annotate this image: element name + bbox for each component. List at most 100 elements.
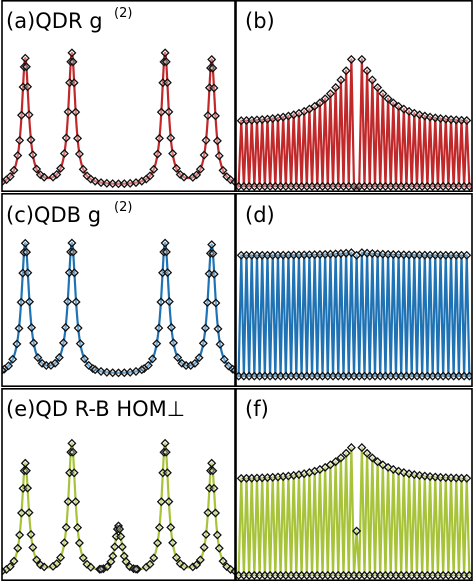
- panel-d-data-point: [346, 248, 356, 258]
- panel-c-data-point: [90, 365, 100, 375]
- panel-c-frame: [1, 193, 236, 387]
- panel-b-data-point: [462, 115, 472, 126]
- panel-f-data-point: [404, 469, 414, 479]
- panel-f-plot: [235, 387, 473, 581]
- panel-e-data-point: [222, 562, 232, 572]
- panel-a-data-point: [209, 83, 219, 93]
- panel-e-data-point: [206, 466, 216, 476]
- panel-e-data-point: [69, 468, 79, 478]
- panel-f-data-point: [394, 466, 404, 476]
- panel-c-data-point: [190, 358, 200, 368]
- panel-f: (f): [235, 387, 473, 581]
- panel-e-data-point: [153, 538, 163, 548]
- panel-c-data-point: [219, 354, 229, 364]
- panel-a-data-point: [171, 163, 181, 173]
- panel-c-data-point: [23, 268, 33, 278]
- panel-c-data-point: [152, 339, 162, 349]
- panel-c-data-point: [163, 268, 173, 278]
- panel-a-data-point: [63, 107, 73, 117]
- panel-e-data-point: [23, 483, 33, 493]
- panel-b-data-point: [378, 89, 388, 99]
- panel-e-data-point: [121, 557, 131, 567]
- panel-c-label-superscript: (2): [114, 200, 132, 215]
- panel-e-data-point: [209, 483, 219, 493]
- panel-c-data-point: [198, 338, 208, 348]
- panel-c-data-point: [63, 297, 73, 307]
- panel-a-data-point: [161, 57, 171, 67]
- panel-e-data-point: [168, 538, 178, 548]
- panel-c-data-point: [75, 339, 85, 349]
- panel-f-data-point: [462, 473, 472, 483]
- panel-b-data-point: [415, 110, 425, 120]
- panel-c-data-point: [8, 354, 18, 364]
- panel-e-data-point: [68, 447, 78, 457]
- panel-e-data-point: [115, 524, 125, 534]
- panel-b-frame: [235, 0, 473, 192]
- panel-e-data-point: [73, 523, 83, 533]
- panel-e-data-point: [63, 497, 73, 507]
- panel-e-data-point: [66, 447, 76, 457]
- panel-e-data-point: [5, 562, 15, 572]
- panel-a-data-point: [24, 110, 34, 120]
- panel-c-data-point: [213, 324, 223, 334]
- panel-c-data-point: [207, 240, 217, 250]
- panel-e-data-point: [78, 553, 88, 563]
- panel-f-data-point: [415, 470, 425, 480]
- panel-e-data-point: [164, 497, 174, 507]
- panel-a: (a)QDR g (2): [1, 0, 236, 192]
- panel-c-data-point: [4, 361, 14, 371]
- panel-e-data-point: [132, 564, 142, 574]
- panel-a-data-point: [201, 135, 211, 145]
- panel-b-data-point: [388, 98, 398, 108]
- panel-e-data-point: [19, 466, 29, 476]
- panel-e-data-point: [166, 522, 176, 532]
- panel-c-data-point: [147, 354, 158, 364]
- panel-c-data-point: [205, 248, 215, 258]
- panel-a-data-point: [188, 172, 198, 182]
- panel-c-data-point: [108, 368, 118, 378]
- panel-e-data-point: [17, 508, 27, 518]
- panel-b-data-point: [310, 101, 320, 111]
- panel-b-data-point: [331, 82, 341, 93]
- panel-c-data-point: [168, 338, 179, 348]
- panel-f-series-line: [236, 446, 472, 577]
- panel-a-data-point: [206, 63, 216, 73]
- panel-c-data-point: [29, 338, 39, 348]
- panel-e-data-point: [26, 529, 36, 539]
- panel-a-data-point: [207, 54, 217, 65]
- panel-f-data-point: [362, 448, 372, 458]
- panel-e-series-group: [2, 438, 235, 576]
- panel-e-data-point: [154, 523, 164, 533]
- panel-e-data-point: [162, 468, 172, 478]
- panel-e-data-point: [20, 458, 30, 468]
- panel-a-data-point: [149, 164, 159, 174]
- panel-e-data-point: [131, 564, 141, 574]
- panel-e-data-point: [214, 543, 224, 553]
- panel-e-data-point: [71, 497, 81, 507]
- panel-e-data-point: [149, 553, 159, 563]
- panel-c-data-point: [215, 339, 225, 349]
- panel-a-data-point: [218, 165, 228, 175]
- panel-a-data-point: [208, 63, 218, 73]
- panel-a-data-point: [21, 62, 31, 72]
- panel-c-data-point: [211, 298, 221, 308]
- panel-b-data-point: [341, 66, 351, 76]
- panel-a-data-point: [145, 171, 155, 181]
- panel-c-data-point: [200, 323, 210, 333]
- panel-c-data-point: [33, 353, 43, 363]
- panel-b-data-point: [430, 113, 440, 123]
- panel-a-data-point: [154, 133, 164, 143]
- panel-e-data-point: [2, 566, 7, 576]
- panel-e-data-point: [207, 458, 217, 468]
- panel-f-series-group: [236, 443, 472, 580]
- panel-b-plot: [235, 0, 473, 192]
- panel-a-data-point: [164, 107, 174, 117]
- panel-f-data-point: [373, 457, 383, 467]
- panel-e-data-point: [59, 538, 69, 548]
- panel-c: (c)QDB g (2): [1, 193, 236, 387]
- panel-a-data-point: [179, 172, 189, 182]
- panel-c-data-point: [54, 352, 64, 363]
- panel-e-data-point: [159, 447, 169, 457]
- panel-e-data-point: [108, 551, 118, 561]
